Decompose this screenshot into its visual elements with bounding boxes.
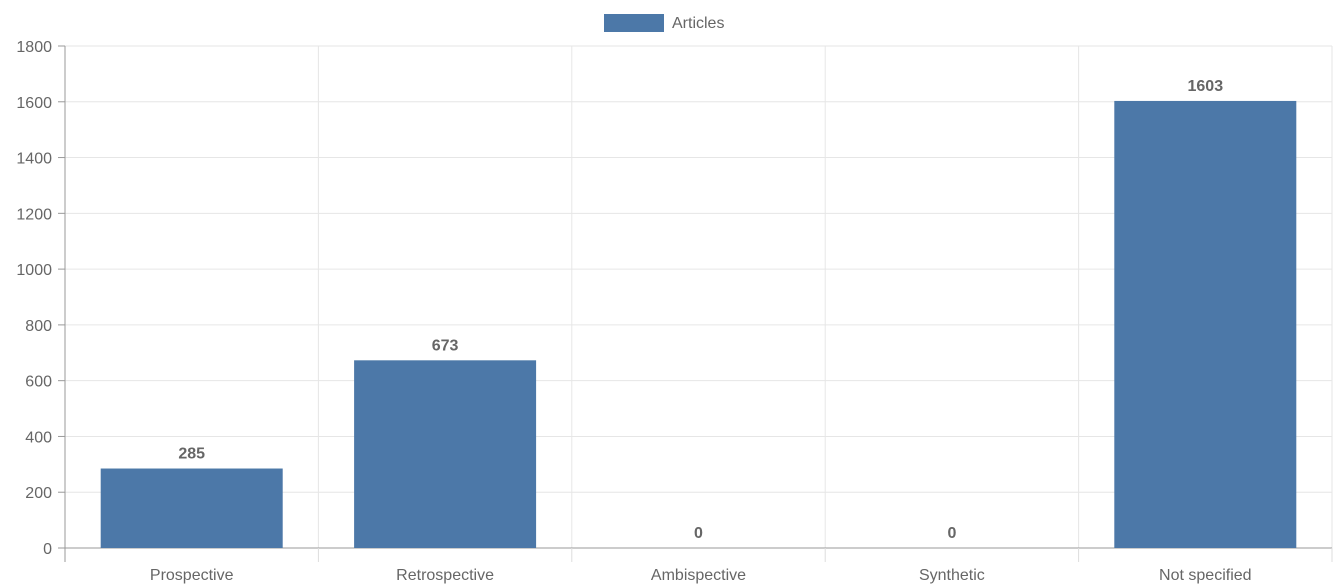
y-tick-label: 1000	[16, 262, 52, 279]
y-tick-label: 1800	[16, 39, 52, 56]
legend-swatch-articles	[604, 14, 664, 32]
y-tick-label: 600	[25, 374, 52, 391]
y-tick-label: 400	[25, 429, 52, 446]
data-labels: 285 673 0 0 1603	[178, 78, 1223, 542]
x-tick-label: Synthetic	[919, 567, 985, 584]
bar	[100, 468, 283, 548]
bars	[100, 100, 1297, 549]
bar-value-label: 285	[178, 446, 205, 463]
y-axis-ticks: 0 200 400 600 800 1000 1200 1400 1600 1800	[16, 39, 65, 558]
bar-value-label: 0	[947, 525, 956, 542]
y-tick-label: 1200	[16, 206, 52, 223]
y-tick-label: 1600	[16, 95, 52, 112]
legend[interactable]: Articles	[604, 14, 724, 32]
bar	[1114, 100, 1297, 549]
y-tick-label: 800	[25, 318, 52, 335]
bar-value-label: 673	[432, 337, 459, 354]
y-tick-label: 0	[43, 541, 52, 558]
legend-label-articles: Articles	[672, 15, 724, 32]
bar-value-label: 0	[694, 525, 703, 542]
x-tick-label: Retrospective	[396, 567, 494, 584]
x-axis-ticks: Prospective Retrospective Ambispective Synt…	[64, 548, 1333, 584]
bar-value-label: 1603	[1188, 78, 1224, 95]
x-tick-label: Prospective	[150, 567, 234, 584]
y-tick-label: 200	[25, 485, 52, 502]
bar	[354, 360, 537, 548]
x-tick-label: Ambispective	[651, 567, 746, 584]
grid-lines	[65, 45, 1333, 548]
x-tick-label: Not specified	[1159, 567, 1252, 584]
y-tick-label: 1400	[16, 151, 52, 168]
